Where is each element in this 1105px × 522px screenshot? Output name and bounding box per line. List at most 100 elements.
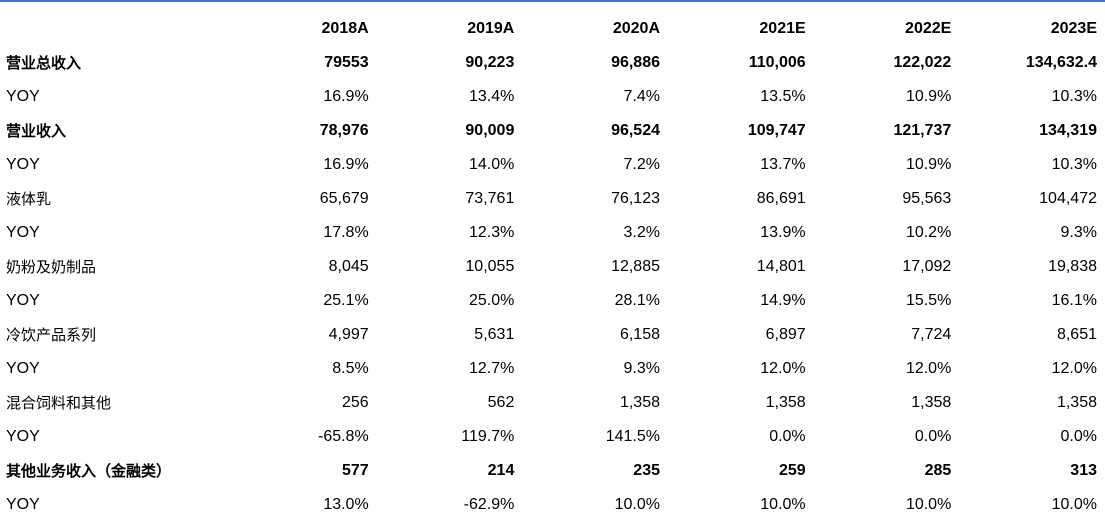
table-cell: 17.8% [323, 224, 369, 241]
header-2022e: 2022E [905, 20, 952, 37]
table-row-milk-powder: 奶粉及奶制品 8,045 10,055 12,885 14,801 17,092… [0, 250, 1105, 284]
header-2021e: 2021E [759, 20, 806, 37]
table-cell: 8.5% [332, 360, 369, 377]
table-row-yoy: YOY 16.9% 14.0% 7.2% 13.7% 10.9% 10.3% [0, 148, 1105, 182]
table-cell: 122,022 [893, 54, 952, 71]
table-cell: 104,472 [1039, 190, 1097, 207]
table-cell: 25.1% [323, 292, 369, 309]
table-row-yoy: YOY 13.0% -62.9% 10.0% 10.0% 10.0% 10.0% [0, 488, 1105, 522]
table-cell: 90,223 [465, 54, 515, 71]
table-cell: 16.9% [323, 156, 369, 173]
table-row-mixed-feed-other: 混合饲料和其他 256 562 1,358 1,358 1,358 1,358 [0, 386, 1105, 420]
table-cell: 17,092 [902, 258, 952, 275]
table-cell: 141.5% [605, 428, 660, 445]
table-cell: 14.9% [760, 292, 806, 309]
header-2023e: 2023E [1050, 20, 1097, 37]
header-row: 2018A 2019A 2020A 2021E 2022E 2023E [0, 12, 1105, 46]
table-row-total-operating-revenue: 营业总收入 79553 90,223 96,886 110,006 122,02… [0, 46, 1105, 80]
table-cell: 65,679 [319, 190, 369, 207]
table-cell: 95,563 [902, 190, 952, 207]
table-cell: 10.0% [1051, 496, 1097, 513]
table-cell: 214 [487, 462, 515, 479]
header-2018a: 2018A [321, 20, 369, 37]
table-cell: 12,885 [611, 258, 660, 275]
table-row-yoy: YOY 17.8% 12.3% 3.2% 13.9% 10.2% 9.3% [0, 216, 1105, 250]
table-row-yoy: YOY -65.8% 119.7% 141.5% 0.0% 0.0% 0.0% [0, 420, 1105, 454]
table-cell: 13.0% [323, 496, 369, 513]
table-cell: 6,897 [765, 326, 806, 343]
table-cell: 7.2% [623, 156, 660, 173]
table-cell: 10.3% [1051, 156, 1097, 173]
table-cell: 28.1% [614, 292, 660, 309]
table-cell: 10.3% [1051, 88, 1097, 105]
table-cell: 10.9% [905, 156, 952, 173]
table-cell: 10.0% [614, 496, 660, 513]
table-cell: 12.0% [905, 360, 952, 377]
table-cell: 109,747 [747, 122, 806, 139]
row-label: 混合饲料和其他 [6, 394, 112, 412]
revenue-forecast-table: 2018A 2019A 2020A 2021E 2022E 2023E 营业总收… [0, 12, 1105, 522]
table-cell: 562 [487, 394, 515, 411]
table-cell: 73,761 [465, 190, 515, 207]
table-cell: 8,651 [1056, 326, 1097, 343]
table-cell: 313 [1070, 462, 1097, 479]
table-cell: 15.5% [905, 292, 952, 309]
row-label: YOY [6, 156, 40, 173]
table-cell: 96,886 [611, 54, 660, 71]
table-cell: 256 [341, 394, 369, 411]
table-cell: 10.0% [760, 496, 806, 513]
table-cell: 13.5% [760, 88, 806, 105]
table-row-liquid-milk: 液体乳 65,679 73,761 76,123 86,691 95,563 1… [0, 182, 1105, 216]
table-cell: 13.7% [760, 156, 806, 173]
table-cell: 78,976 [319, 122, 369, 139]
table-cell: 12.3% [468, 224, 515, 241]
table-cell: 14,801 [756, 258, 806, 275]
row-label: YOY [6, 360, 40, 377]
table-cell: 119.7% [461, 428, 515, 445]
table-row-cold-drinks: 冷饮产品系列 4,997 5,631 6,158 6,897 7,724 8,6… [0, 318, 1105, 352]
table-cell: 0.0% [1060, 428, 1097, 445]
row-label: YOY [6, 496, 40, 513]
row-label: 液体乳 [6, 190, 52, 208]
table-cell: 235 [633, 462, 660, 479]
table-cell: 19,838 [1048, 258, 1097, 275]
table-row-other-business-revenue: 其他业务收入（金融类） 577 214 235 259 285 313 [0, 454, 1105, 488]
table-row-yoy: YOY 16.9% 13.4% 7.4% 13.5% 10.9% 10.3% [0, 80, 1105, 114]
table-cell: 121,737 [893, 122, 952, 139]
table-cell: 1,358 [911, 394, 952, 411]
table-cell: 1,358 [765, 394, 806, 411]
table-row-operating-revenue: 营业收入 78,976 90,009 96,524 109,747 121,73… [0, 114, 1105, 148]
table-cell: 10,055 [465, 258, 515, 275]
table-cell: 1,358 [619, 394, 660, 411]
header-2020a: 2020A [612, 20, 660, 37]
table-cell: 76,123 [611, 190, 660, 207]
table-cell: 259 [778, 462, 806, 479]
table-cell: 90,009 [465, 122, 515, 139]
table-cell: 134,319 [1039, 122, 1097, 139]
table-cell: 285 [924, 462, 952, 479]
table-cell: 96,524 [611, 122, 660, 139]
table-cell: 7,724 [911, 326, 952, 343]
header-2019a: 2019A [467, 20, 515, 37]
table-cell: 110,006 [748, 54, 806, 71]
row-label: YOY [6, 224, 40, 241]
top-rule [0, 0, 1105, 2]
header-label-cell [0, 12, 231, 46]
table-cell: 577 [341, 462, 369, 479]
row-label: YOY [6, 88, 40, 105]
row-label: 营业收入 [6, 122, 67, 140]
row-label: 奶粉及奶制品 [6, 258, 97, 276]
table-cell: 3.2% [623, 224, 660, 241]
table-cell: 12.7% [468, 360, 515, 377]
table-cell: 10.9% [905, 88, 952, 105]
table-cell: 13.9% [760, 224, 806, 241]
table-cell: -62.9% [463, 496, 515, 513]
table-cell: 12.0% [1051, 360, 1097, 377]
row-label: 冷饮产品系列 [6, 326, 97, 344]
table-row-yoy: YOY 25.1% 25.0% 28.1% 14.9% 15.5% 16.1% [0, 284, 1105, 318]
row-label: YOY [6, 428, 40, 445]
row-label: 其他业务收入（金融类） [6, 462, 172, 480]
table-cell: 8,045 [328, 258, 369, 275]
table-cell: 134,632.4 [1025, 54, 1097, 71]
table-cell: 0.0% [914, 428, 952, 445]
